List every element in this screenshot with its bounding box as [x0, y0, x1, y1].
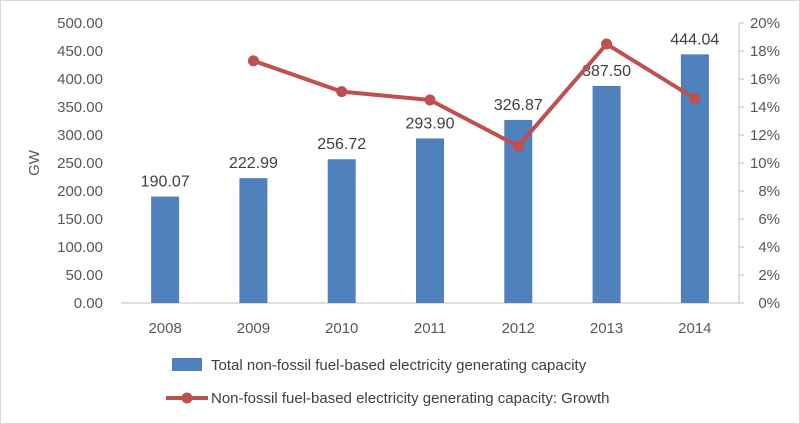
- legend-bar-swatch: [172, 358, 202, 371]
- right-axis-tick-label: 14%: [750, 99, 780, 116]
- bar-data-label: 326.87: [494, 97, 543, 114]
- growth-line-series: [247, 38, 701, 152]
- bar-data-label: 256.72: [317, 136, 366, 153]
- bar: [592, 86, 621, 303]
- right-axis-tick-label: 8%: [758, 183, 780, 200]
- left-axis-tick-label: 100.00: [57, 239, 103, 256]
- bar-data-label: 387.50: [582, 63, 631, 80]
- bar: [239, 178, 268, 303]
- right-axis-tick-label: 20%: [750, 15, 780, 32]
- right-axis: 0% 2% 4% 6% 8% 10% 12% 14% 16% 18% 20%: [738, 15, 780, 312]
- left-axis-tick-label: 400.00: [57, 71, 103, 88]
- x-axis-tick-label: 2012: [502, 320, 535, 337]
- bar-data-label: 444.04: [670, 31, 719, 48]
- left-axis-tick-label: 50.00: [65, 267, 103, 284]
- bar: [327, 159, 356, 303]
- right-axis-tick-label: 6%: [758, 211, 780, 228]
- x-axis: 2008 2009 2010 2011 2012 2013 2014: [121, 302, 739, 337]
- growth-point: [247, 55, 259, 67]
- left-axis-tick-label: 150.00: [57, 211, 103, 228]
- growth-point: [689, 93, 701, 105]
- right-axis-tick-label: 18%: [750, 43, 780, 60]
- right-axis-tick-label: 4%: [758, 239, 780, 256]
- y-axis-title: GW: [26, 149, 43, 176]
- left-axis-tick-label: 300.00: [57, 127, 103, 144]
- left-axis-tick-label: 450.00: [57, 43, 103, 60]
- growth-point: [512, 140, 524, 152]
- x-axis-tick-label: 2010: [325, 320, 358, 337]
- x-axis-tick-label: 2009: [237, 320, 270, 337]
- right-axis-tick-label: 12%: [750, 127, 780, 144]
- x-axis-tick-label: 2014: [678, 320, 711, 337]
- left-axis-tick-label: 500.00: [57, 15, 103, 32]
- legend: Total non-fossil fuel-based electricity …: [166, 357, 610, 407]
- left-axis-tick-label: 0.00: [74, 295, 103, 312]
- bar-data-label: 222.99: [229, 155, 278, 172]
- right-axis-tick-label: 16%: [750, 71, 780, 88]
- bar-data-label: 293.90: [406, 115, 455, 132]
- bar-data-labels: 190.07 222.99 256.72 293.90 326.87 387.50 444.…: [141, 31, 720, 190]
- right-axis-tick-label: 0%: [758, 295, 780, 312]
- left-axis-tick-label: 350.00: [57, 99, 103, 116]
- right-axis-tick-label: 10%: [750, 155, 780, 172]
- bar: [416, 138, 444, 303]
- x-axis-tick-label: 2011: [414, 320, 446, 337]
- x-axis-tick-label: 2008: [148, 320, 181, 337]
- growth-line: [251, 42, 697, 149]
- left-axis-tick-label: 250.00: [57, 155, 103, 172]
- bar-series: [151, 54, 709, 304]
- growth-point: [424, 94, 436, 106]
- left-axis: 0.00 50.00 100.00 150.00 200.00 250.00 300.00 3…: [57, 15, 103, 312]
- bar-data-label: 190.07: [141, 174, 190, 191]
- growth-point: [601, 38, 613, 50]
- legend-line-marker: [181, 392, 193, 404]
- legend-line-label: Non-fossil fuel-based electricity genera…: [211, 390, 610, 407]
- right-axis-tick-label: 2%: [758, 267, 780, 284]
- legend-bar-label: Total non-fossil fuel-based electricity …: [211, 357, 587, 374]
- x-axis-tick-label: 2013: [590, 320, 623, 337]
- left-axis-tick-label: 200.00: [57, 183, 103, 200]
- growth-point: [336, 86, 348, 98]
- bar: [151, 196, 180, 303]
